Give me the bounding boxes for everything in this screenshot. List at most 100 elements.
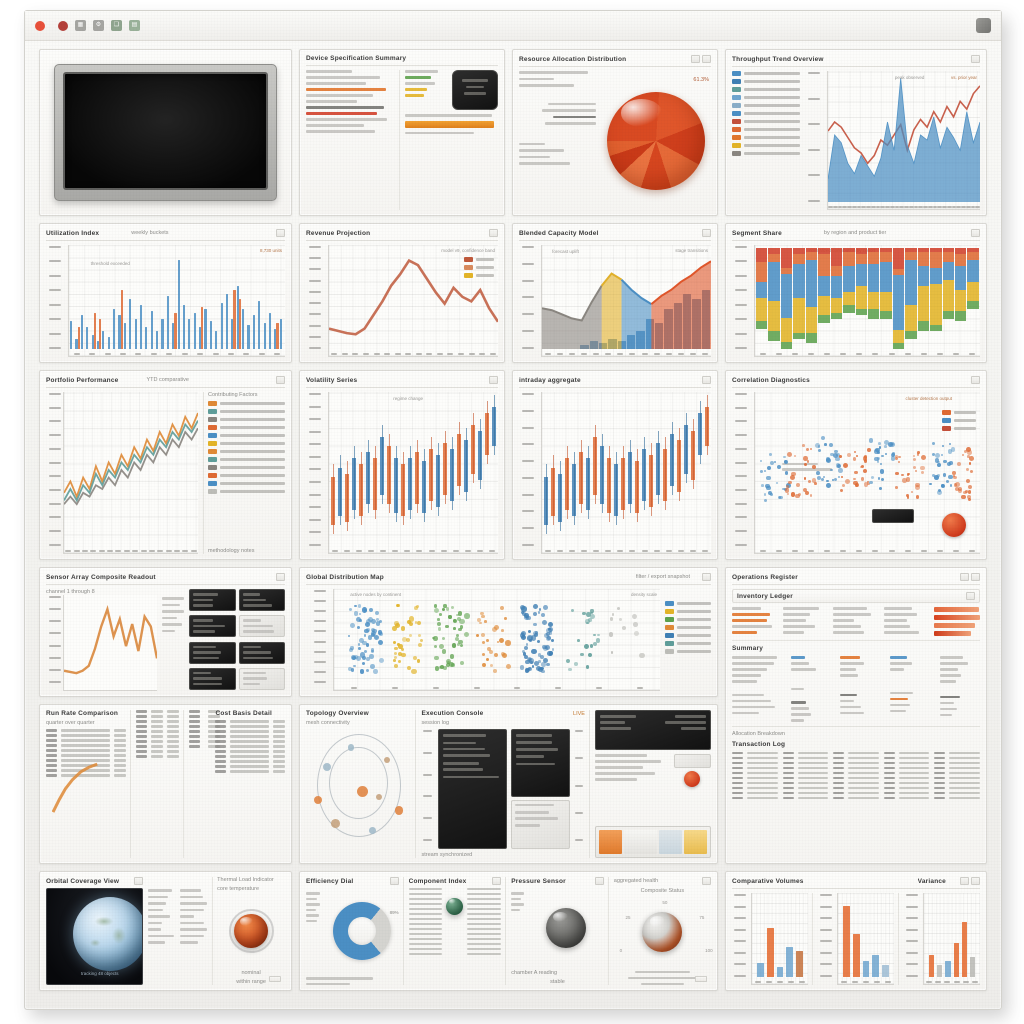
chart-legend[interactable]: [665, 589, 711, 691]
legend-item[interactable]: [208, 489, 285, 494]
chevron-down-icon[interactable]: [966, 592, 975, 600]
panel-buttons[interactable]: [971, 55, 980, 63]
list-item[interactable]: [467, 893, 501, 896]
table-row[interactable]: [732, 787, 778, 790]
component-index-widget[interactable]: Component Index: [409, 877, 507, 985]
topology-canvas[interactable]: [306, 729, 411, 858]
table-row[interactable]: [189, 740, 210, 743]
sensor-thumbnail[interactable]: [239, 589, 286, 611]
table-row[interactable]: [46, 759, 126, 762]
legend-item[interactable]: [665, 625, 711, 630]
list-item[interactable]: [467, 928, 501, 931]
table-rows[interactable]: [46, 729, 126, 858]
panel-utilization-bars[interactable]: Utilization Index weekly buckets 8,730 u…: [39, 223, 292, 363]
table-row[interactable]: [833, 767, 879, 770]
table-row[interactable]: [136, 725, 179, 728]
table-rows[interactable]: [409, 888, 443, 986]
table-row[interactable]: [136, 730, 179, 733]
table-row[interactable]: [46, 739, 126, 742]
module-thumbnail[interactable]: [452, 70, 498, 110]
table-row[interactable]: [833, 792, 879, 795]
table-row[interactable]: [215, 740, 285, 743]
panel-volatility-mirror[interactable]: intraday aggregate: [512, 370, 718, 560]
table-row[interactable]: [884, 767, 930, 770]
mini-chart[interactable]: [732, 893, 813, 985]
mini-chart[interactable]: [818, 893, 899, 985]
table-row[interactable]: [783, 777, 829, 780]
table-row[interactable]: [884, 772, 930, 775]
table-row[interactable]: [46, 744, 126, 747]
table-row[interactable]: [934, 772, 980, 775]
table-row[interactable]: [833, 782, 879, 785]
legend-item[interactable]: [208, 441, 285, 446]
panel-spec-sheet[interactable]: Device Specification Summary: [299, 49, 505, 216]
record-icon[interactable]: [58, 21, 68, 31]
list-item[interactable]: [467, 888, 501, 891]
table-row[interactable]: [46, 734, 126, 737]
panel-corner-badge[interactable]: [695, 976, 707, 982]
list-item[interactable]: [409, 943, 443, 946]
plot-area[interactable]: cluster detection output: [754, 392, 980, 554]
table-row[interactable]: [783, 792, 829, 795]
legend-item[interactable]: [732, 127, 800, 132]
chart-legend[interactable]: [732, 71, 800, 210]
table-row[interactable]: [783, 797, 829, 800]
table-column[interactable]: [833, 752, 879, 859]
table-row[interactable]: [732, 777, 778, 780]
table-row[interactable]: [783, 757, 829, 760]
list-item[interactable]: [467, 923, 501, 926]
table-row[interactable]: [884, 762, 930, 765]
legend-item[interactable]: [732, 95, 800, 100]
list-item[interactable]: [467, 903, 501, 906]
panel-buttons[interactable]: [276, 229, 285, 237]
table-row[interactable]: [884, 777, 930, 780]
legend-item[interactable]: [732, 71, 800, 76]
table-row[interactable]: [189, 715, 210, 718]
legend-item[interactable]: [665, 617, 711, 622]
panel-button[interactable]: [492, 877, 501, 885]
legend-item[interactable]: [208, 465, 285, 470]
panel-buttons[interactable]: [960, 877, 980, 885]
table-row[interactable]: [884, 782, 930, 785]
legend-item[interactable]: [208, 417, 285, 422]
plot-area[interactable]: [63, 392, 198, 554]
mini-table-b[interactable]: [136, 710, 184, 858]
sensor-thumbnail[interactable]: [239, 668, 286, 690]
legend-item[interactable]: [208, 457, 285, 462]
panel-buttons[interactable]: [702, 877, 711, 885]
table-row[interactable]: [46, 754, 126, 757]
panel-toolbar-label[interactable]: filter / export snapshot: [636, 574, 690, 580]
table-row[interactable]: [934, 782, 980, 785]
table-row[interactable]: [136, 720, 179, 723]
legend-item[interactable]: [732, 87, 800, 92]
table-row[interactable]: [934, 777, 980, 780]
table-row[interactable]: [732, 797, 778, 800]
plot-area[interactable]: [63, 595, 157, 691]
table-rows[interactable]: [215, 720, 285, 858]
sensor-thumbnail[interactable]: [239, 642, 286, 664]
table-row[interactable]: [136, 745, 179, 748]
table-rows[interactable]: [136, 710, 179, 858]
legend-item[interactable]: [208, 473, 285, 478]
table-row[interactable]: [783, 782, 829, 785]
panel-pie-allocation[interactable]: Resource Allocation Distribution: [512, 49, 718, 216]
table-row[interactable]: [934, 787, 980, 790]
table-row[interactable]: [215, 770, 285, 773]
table-row[interactable]: [884, 792, 930, 795]
list-item[interactable]: [409, 903, 443, 906]
table-row[interactable]: [189, 710, 210, 713]
panel-operations-register[interactable]: Operations Register Inventory Ledger: [725, 567, 987, 864]
sensor-thumbnail[interactable]: [189, 589, 236, 611]
layers-icon[interactable]: ❏: [111, 20, 122, 31]
table-column[interactable]: [934, 752, 980, 859]
terminal-window-secondary[interactable]: [511, 729, 570, 797]
panel-portfolio-performance[interactable]: Portfolio Performance YTD comparative: [39, 370, 292, 560]
list-item[interactable]: [409, 928, 443, 931]
list-item[interactable]: [467, 933, 501, 936]
table-row[interactable]: [46, 774, 126, 777]
table-row[interactable]: [732, 767, 778, 770]
legend-item[interactable]: [208, 449, 285, 454]
panel-buttons[interactable]: [971, 229, 980, 237]
table-row[interactable]: [732, 757, 778, 760]
panel-geo-distribution[interactable]: Global Distribution Map filter / export …: [299, 567, 718, 697]
